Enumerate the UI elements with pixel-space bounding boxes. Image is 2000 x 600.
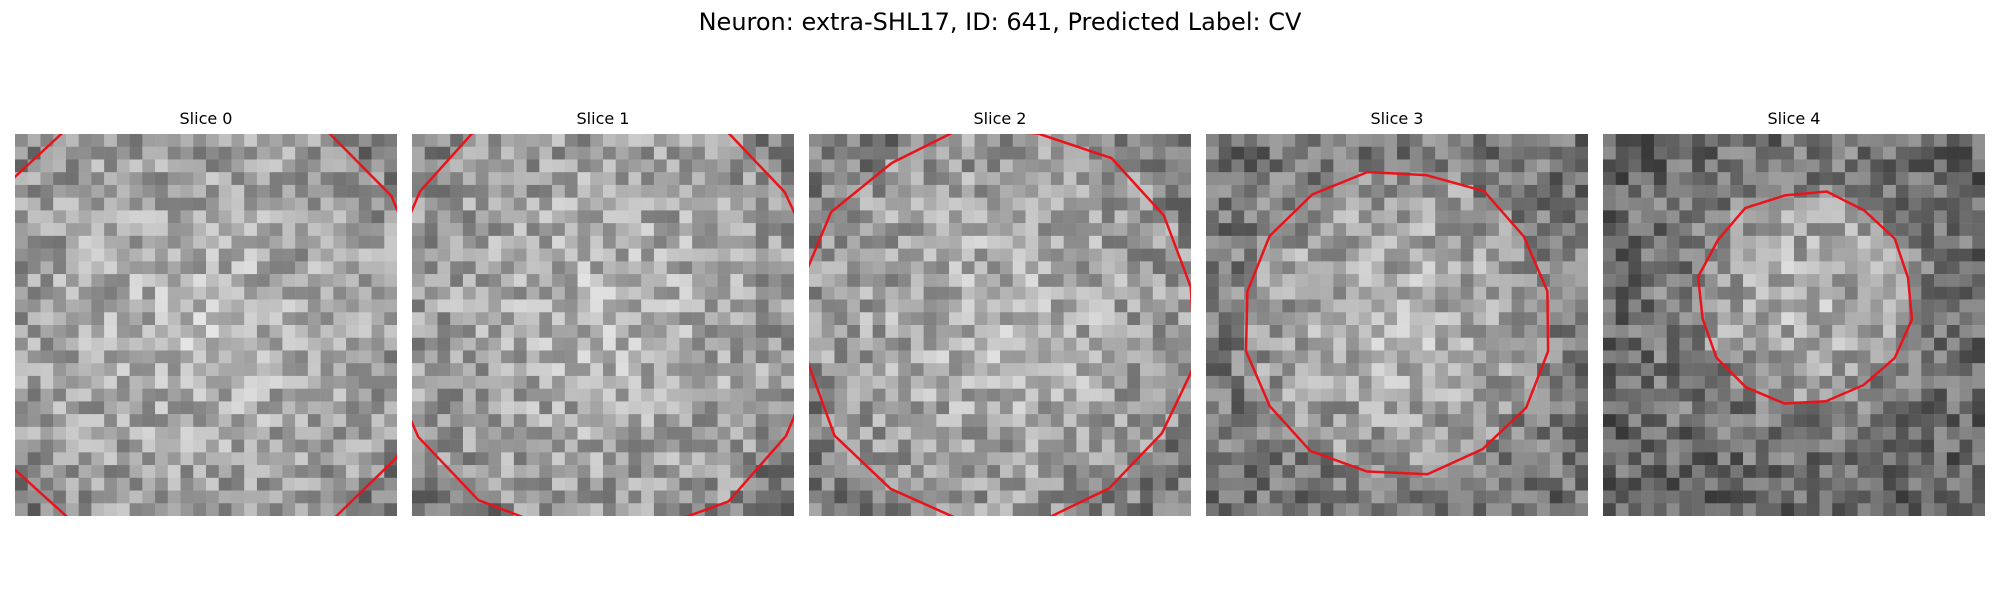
- slice-title-1: Slice 1: [576, 109, 630, 128]
- contour-line: [0, 93, 428, 557]
- slice-image-3: [1206, 134, 1588, 516]
- slice-panel-2: Slice 2: [809, 108, 1191, 516]
- slice-panel-4: Slice 4: [1603, 108, 1985, 516]
- contour-line: [383, 91, 821, 531]
- segmentation-contour: [15, 134, 397, 516]
- grayscale-pixel-grid: [809, 134, 1191, 516]
- grayscale-pixel-grid: [15, 134, 397, 516]
- grayscale-pixel-grid: [412, 134, 794, 516]
- slice-title-3: Slice 3: [1370, 109, 1424, 128]
- slice-image-2: [809, 134, 1191, 516]
- slice-image-0: [15, 134, 397, 516]
- slice-title-4: Slice 4: [1767, 109, 1821, 128]
- slice-panel-0: Slice 0: [15, 108, 397, 516]
- segmentation-contour: [1206, 134, 1588, 516]
- segmentation-contour: [1603, 134, 1985, 516]
- grayscale-pixel-grid: [1206, 134, 1588, 516]
- contour-line: [1698, 192, 1912, 404]
- contour-line: [801, 128, 1196, 522]
- figure-title: Neuron: extra-SHL17, ID: 641, Predicted …: [698, 8, 1302, 36]
- slice-panel-1: Slice 1: [412, 108, 794, 516]
- slice-image-1: [412, 134, 794, 516]
- slice-panel-3: Slice 3: [1206, 108, 1588, 516]
- segmentation-contour: [412, 134, 794, 516]
- slice-title-2: Slice 2: [973, 109, 1027, 128]
- grayscale-pixel-grid: [1603, 134, 1985, 516]
- slice-image-4: [1603, 134, 1985, 516]
- segmentation-contour: [809, 134, 1191, 516]
- contour-line: [1246, 172, 1548, 474]
- slice-title-0: Slice 0: [179, 109, 233, 128]
